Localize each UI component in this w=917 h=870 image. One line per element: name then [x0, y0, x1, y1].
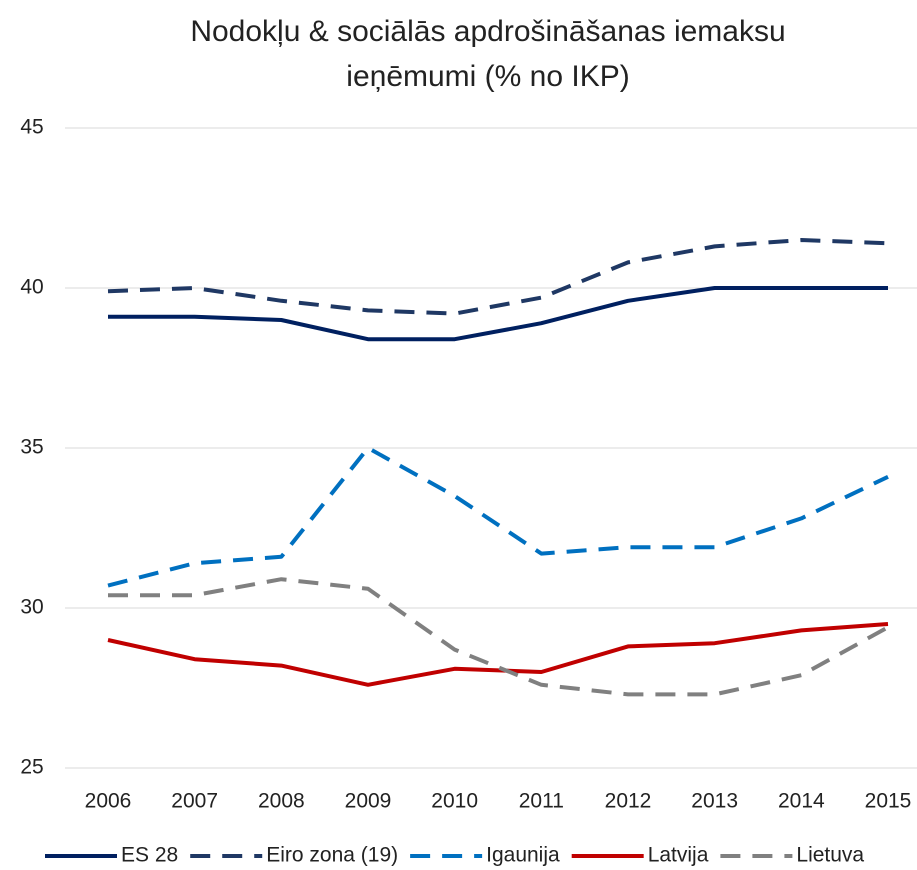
series-line	[108, 577, 889, 697]
y-tick-label: 30	[20, 596, 43, 619]
legend-label: Latvija	[648, 844, 709, 867]
y-tick-label: 25	[20, 756, 43, 779]
x-tick-label: 2010	[431, 790, 478, 813]
x-tick-label: 2013	[691, 790, 738, 813]
x-tick-label: 2006	[85, 790, 132, 813]
legend-label: ES 28	[121, 844, 178, 867]
series-line	[107, 446, 889, 588]
y-tick-label: 40	[20, 276, 43, 299]
x-tick-label: 2009	[345, 790, 392, 813]
y-tick-label: 45	[20, 116, 43, 139]
chart-title: ieņēmumi (% no IKP)	[346, 60, 629, 93]
series-line	[107, 238, 889, 316]
y-tick-label: 35	[20, 436, 43, 459]
x-tick-label: 2012	[605, 790, 652, 813]
chart-title: Nodokļu & sociālās apdrošināšanas iemaks…	[190, 15, 785, 48]
series-line	[107, 622, 889, 687]
legend-label: Igaunija	[486, 844, 560, 867]
x-tick-label: 2011	[519, 790, 564, 813]
x-tick-label: 2007	[171, 790, 218, 813]
x-tick-label: 2008	[258, 790, 305, 813]
legend-label: Eiro zona (19)	[266, 844, 398, 867]
x-tick-label: 2015	[865, 790, 912, 813]
x-tick-label: 2014	[778, 790, 825, 813]
series-line	[108, 286, 888, 342]
legend-label: Lietuva	[796, 844, 864, 867]
